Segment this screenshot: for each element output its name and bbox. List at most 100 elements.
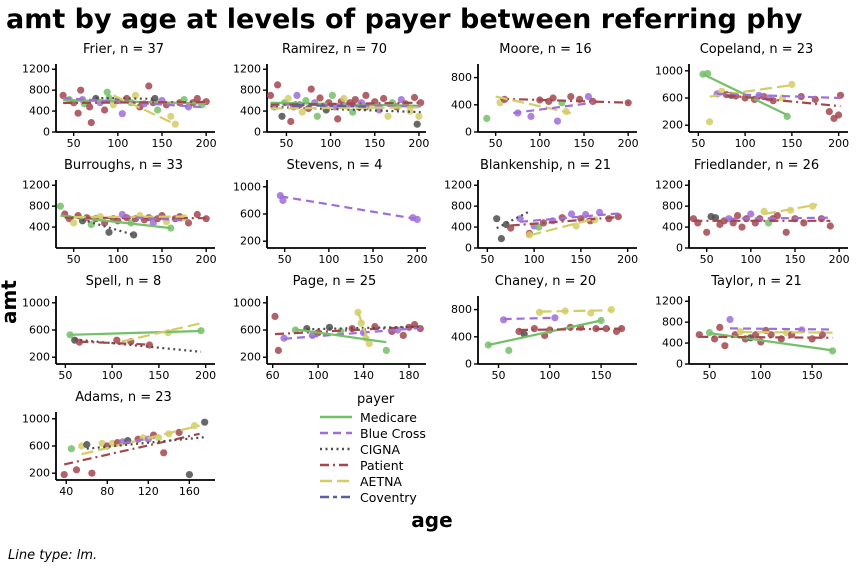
data-point-cigna [201,418,209,426]
trend-line-aetna [112,94,176,126]
data-point-blue-cross [747,210,755,218]
x-tick-label: 50 [67,253,81,266]
trend-line-aetna [763,203,818,216]
data-point-aetna [572,222,580,230]
trend-line-medicare [295,328,387,344]
trend-line-cigna [74,338,202,353]
y-tick-label: 200 [662,119,683,132]
trend-line-aetna [709,84,793,98]
data-point-cigna [325,323,334,331]
x-tick-label: 200 [617,253,638,266]
x-tick-label: 100 [735,137,756,150]
data-point-patient [602,325,610,333]
trend-line-patient [726,94,841,108]
trend-line-blue-cross [280,195,418,221]
x-tick-label: 50 [492,369,506,382]
y-tick-label: 600 [29,440,50,453]
panel-title-friedlander: Friedlander, n = 26 [693,158,820,173]
x-tick-label: 100 [308,369,329,382]
data-point-blue-cross [516,215,524,223]
panel-title-frier: Frier, n = 37 [82,42,165,57]
trend-line-patient [63,432,200,466]
data-point-patient [567,93,575,101]
data-point-patient [307,85,315,93]
x-tick-label: 200 [407,253,428,266]
data-point-patient [87,119,95,127]
trend-line-coventry [295,104,366,108]
y-tick-label: 800 [29,84,50,97]
data-point-patient [417,99,425,107]
data-point-blue-cross [279,196,287,204]
legend-label: Blue Cross [360,425,426,441]
panel-plot-adams: 200 600 1000 40 80 120 160 [22,412,215,498]
x-tick-label: 80 [100,485,114,498]
data-point-aetna [167,112,175,120]
x-tick-label: 200 [618,137,639,150]
x-tick-label: 150 [364,137,385,150]
trend-line-medicare [270,101,421,107]
panel-title-taylor: Taylor, n = 21 [711,274,802,289]
x-tick-label: 50 [691,137,705,150]
data-point-patient [145,82,153,90]
data-point-medicare [382,346,390,354]
panel-chaney: Chaney, n = 20 0 400 800 50 100 150 [440,274,651,390]
data-point-aetna [70,219,78,227]
data-point-patient [825,108,833,116]
trend-line-medicare [488,319,602,347]
y-tick-label: 800 [451,303,472,316]
data-point-patient [826,222,834,230]
data-point-patient [711,335,719,343]
data-point-cigna [711,214,720,222]
data-point-cigna [185,471,193,479]
y-tick-label: 0 [676,358,683,371]
data-point-patient [101,106,109,114]
legend-item-blue-cross: Blue Cross [319,425,440,441]
x-tick-label: 100 [750,369,771,382]
trend-line-patient [518,327,622,332]
x-tick-label: 150 [363,253,384,266]
panel-title-copeland: Copeland, n = 23 [699,42,814,57]
x-tick-label: 50 [67,137,81,150]
data-point-medicare [349,108,357,116]
legend-line-sample-cigna [320,447,352,451]
data-point-medicare [87,220,95,229]
data-point-medicare [483,114,491,122]
trend-line-medicare [69,329,202,336]
data-point-aetna [357,319,365,327]
x-tick-label: 50 [700,253,714,266]
data-point-blue-cross [118,110,126,118]
data-point-patient [271,312,279,320]
legend-label: AETNA [360,473,402,489]
data-point-patient [835,111,843,119]
data-point-aetna [365,340,373,348]
data-point-cigna [151,94,159,103]
y-tick-label: 600 [240,324,261,337]
x-tick-label: 200 [196,137,217,150]
data-point-patient [86,103,94,111]
data-point-cigna [130,231,138,239]
payer-legend: payer Medicare Blue Cross CIGNA Patient AETNA… [229,390,440,506]
x-tick-label: 150 [152,253,173,266]
data-point-aetna [131,91,140,99]
data-point-patient [72,466,81,474]
x-tick-label: 200 [196,253,217,266]
data-point-patient [274,81,282,89]
data-point-patient [184,219,193,227]
data-point-patient [88,469,96,477]
x-tick-label: 100 [107,137,128,150]
data-point-aetna [406,107,414,115]
panel-copeland: Copeland, n = 23 200 600 1000 50 100 150 200 [651,42,862,158]
legend-line-sample-patient [320,463,352,467]
x-tick-label: 120 [138,485,159,498]
data-point-patient [274,346,282,354]
data-point-medicare [484,341,492,349]
data-point-patient [767,331,775,339]
trend-line-patient [63,100,207,105]
trend-line-blue-cross [717,92,841,100]
data-point-patient [734,212,742,220]
data-point-cigna [497,235,505,243]
panels-grid: Frier, n = 37 0 400 800 1200 50 100 150 200 Ramir… [18,42,864,506]
data-point-blue-cross [584,93,592,101]
x-tick-label: 150 [781,137,802,150]
trend-line-aetna [121,322,202,343]
